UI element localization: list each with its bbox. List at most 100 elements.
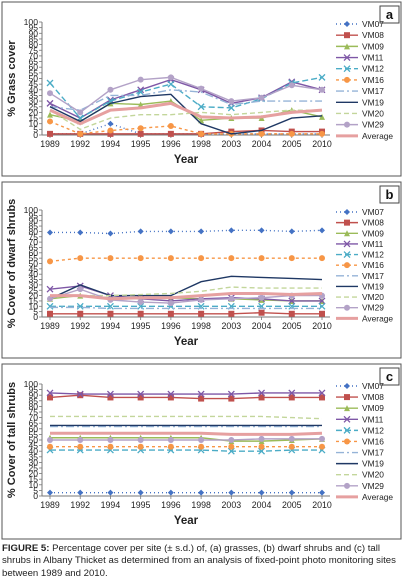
- data-point: [46, 302, 54, 310]
- data-point: [137, 130, 144, 137]
- series-average: [50, 291, 323, 301]
- x-tick-label: 1992: [70, 321, 90, 331]
- data-point: [319, 489, 325, 496]
- y-tick-label: 85: [28, 221, 38, 231]
- legend-label: VM16: [362, 75, 384, 85]
- data-point: [77, 489, 84, 496]
- data-point: [167, 443, 174, 450]
- data-point: [288, 310, 295, 317]
- legend-marker: [344, 121, 350, 128]
- series-line: [50, 129, 322, 135]
- data-point: [227, 447, 235, 455]
- legend-entry: VM11: [336, 239, 384, 249]
- series-line: [50, 431, 323, 436]
- y-tick-label: 15: [28, 474, 38, 484]
- data-point: [107, 394, 114, 401]
- legend-label: VM29: [362, 303, 384, 313]
- data-point: [107, 443, 114, 450]
- y-tick-label: 70: [28, 237, 38, 247]
- legend-entry: VM09: [336, 228, 384, 238]
- legend-label: VM29: [362, 120, 384, 130]
- series-average: [49, 101, 323, 126]
- legend-entry: VM19: [336, 281, 384, 291]
- data-point: [137, 88, 145, 96]
- y-tick-label: 40: [28, 446, 38, 456]
- y-tick-label: 90: [28, 390, 38, 400]
- data-point: [228, 295, 235, 302]
- legend-label: VM12: [362, 250, 384, 260]
- series-vm16: [47, 255, 325, 265]
- series-average: [50, 431, 323, 436]
- legend-label: VM19: [362, 97, 384, 107]
- data-point: [198, 395, 205, 402]
- y-tick-label: 45: [28, 79, 38, 89]
- x-tick-label: 1992: [70, 139, 90, 149]
- series-line: [49, 275, 323, 300]
- chart-panel-b: b051015202530354045505560657075808590951…: [1, 181, 402, 359]
- data-point: [319, 227, 325, 234]
- x-tick-label: 2005: [282, 139, 302, 149]
- x-tick-label: 2004: [252, 500, 272, 510]
- data-point: [228, 98, 235, 105]
- x-tick-label: 1992: [70, 500, 90, 510]
- legend-marker: [344, 482, 350, 489]
- data-point: [228, 255, 235, 262]
- series-line: [50, 312, 322, 315]
- legend-marker: [343, 54, 351, 62]
- x-tick-label: 2003: [222, 500, 242, 510]
- legend-marker: [344, 438, 350, 445]
- y-tick-label: 90: [28, 28, 38, 38]
- series-vm17: [49, 89, 322, 111]
- data-point: [258, 130, 265, 137]
- data-point: [167, 390, 175, 398]
- data-point: [137, 101, 144, 108]
- y-tick-label: 100: [24, 17, 39, 27]
- data-point: [167, 489, 174, 496]
- data-point: [288, 435, 295, 442]
- data-point: [167, 255, 174, 262]
- data-point: [76, 390, 84, 398]
- data-point: [107, 437, 114, 443]
- data-point: [107, 489, 114, 496]
- data-point: [288, 130, 295, 137]
- legend-marker: [343, 251, 351, 259]
- y-axis-title: % Cover of dwarf shrubs: [6, 199, 18, 329]
- data-point: [288, 394, 295, 401]
- x-tick-label: 1994: [101, 139, 121, 149]
- y-tick-label: 85: [28, 396, 38, 406]
- data-point: [167, 130, 174, 137]
- series-line: [50, 229, 323, 235]
- data-point: [47, 489, 53, 496]
- legend-label: VM29: [362, 481, 384, 491]
- data-point: [167, 228, 174, 235]
- legend-marker: [344, 304, 350, 311]
- y-tick-label: 0: [33, 491, 38, 501]
- legend-entry: VM29: [336, 303, 384, 313]
- x-tick-label: 2010: [312, 321, 332, 331]
- y-tick-label: 25: [28, 102, 38, 112]
- data-point: [77, 130, 84, 137]
- series-vm29: [47, 74, 325, 116]
- y-tick-label: 50: [28, 74, 38, 84]
- series-vm07: [47, 227, 325, 237]
- y-tick-label: 70: [28, 413, 38, 423]
- legend-marker: [344, 383, 350, 389]
- y-tick-label: 5: [33, 307, 38, 317]
- series-line: [50, 438, 322, 441]
- data-point: [137, 310, 144, 317]
- x-tick-label: 1998: [191, 139, 211, 149]
- legend-marker: [344, 405, 350, 412]
- data-point: [107, 120, 114, 127]
- data-point: [137, 437, 144, 443]
- legend-entry: VM08: [336, 392, 384, 402]
- data-point: [228, 310, 235, 317]
- data-point: [77, 229, 84, 236]
- y-tick-label: 25: [28, 285, 38, 295]
- data-point: [137, 86, 145, 94]
- series-line: [49, 109, 322, 131]
- data-point: [198, 443, 205, 450]
- legend-label: VM11: [362, 414, 384, 424]
- y-tick-label: 65: [28, 418, 38, 428]
- data-point: [319, 394, 325, 401]
